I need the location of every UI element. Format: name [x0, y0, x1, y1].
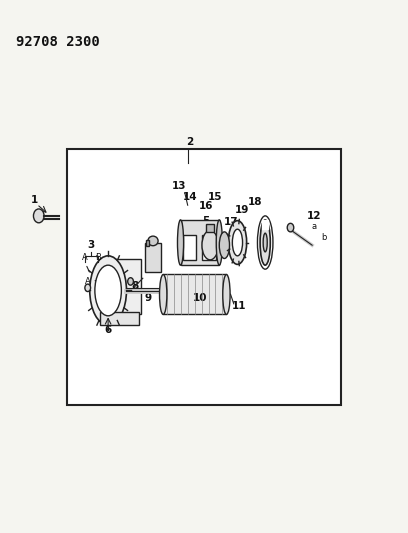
Text: A: A: [85, 277, 91, 286]
Circle shape: [85, 284, 91, 292]
Bar: [145, 243, 161, 272]
Circle shape: [128, 278, 133, 285]
Text: B: B: [95, 253, 101, 262]
Ellipse shape: [148, 236, 158, 246]
Ellipse shape: [95, 265, 122, 316]
Text: 13: 13: [172, 181, 187, 191]
Ellipse shape: [177, 220, 184, 265]
Text: 15: 15: [208, 192, 222, 202]
Text: 11: 11: [231, 301, 246, 311]
Bar: [183, 235, 196, 260]
Ellipse shape: [220, 232, 229, 259]
Bar: [67, 149, 341, 405]
Ellipse shape: [260, 220, 270, 265]
Bar: [100, 312, 139, 325]
Bar: [163, 274, 226, 314]
Text: 10: 10: [193, 293, 207, 303]
Text: 18: 18: [248, 197, 262, 207]
Ellipse shape: [202, 230, 218, 260]
Text: 7: 7: [93, 280, 100, 290]
Ellipse shape: [160, 274, 167, 314]
Bar: [104, 259, 141, 314]
Text: 3: 3: [88, 240, 95, 250]
Text: 6: 6: [104, 325, 112, 335]
Text: a: a: [312, 222, 317, 231]
Text: 92708 2300: 92708 2300: [16, 35, 100, 49]
Text: 4: 4: [151, 252, 158, 262]
Text: 16: 16: [199, 201, 213, 211]
Text: 2: 2: [186, 138, 193, 147]
Text: 17: 17: [224, 217, 238, 227]
Text: 12: 12: [307, 211, 322, 221]
Bar: [202, 235, 215, 260]
Ellipse shape: [263, 233, 267, 252]
Circle shape: [287, 223, 294, 232]
Ellipse shape: [223, 274, 230, 314]
Text: 9: 9: [144, 293, 152, 303]
Circle shape: [33, 209, 44, 223]
Bar: [146, 240, 149, 246]
Text: A: A: [82, 253, 88, 262]
Text: 8: 8: [132, 281, 139, 292]
Text: 19: 19: [234, 205, 249, 215]
Text: 5: 5: [202, 216, 210, 226]
Bar: [180, 220, 220, 265]
Ellipse shape: [90, 256, 126, 325]
Ellipse shape: [216, 220, 222, 265]
Text: 1: 1: [31, 195, 38, 205]
Ellipse shape: [228, 221, 246, 264]
Text: b: b: [322, 233, 327, 242]
Polygon shape: [262, 220, 268, 229]
Bar: [206, 224, 214, 232]
Ellipse shape: [233, 229, 242, 256]
Text: 14: 14: [182, 192, 197, 202]
